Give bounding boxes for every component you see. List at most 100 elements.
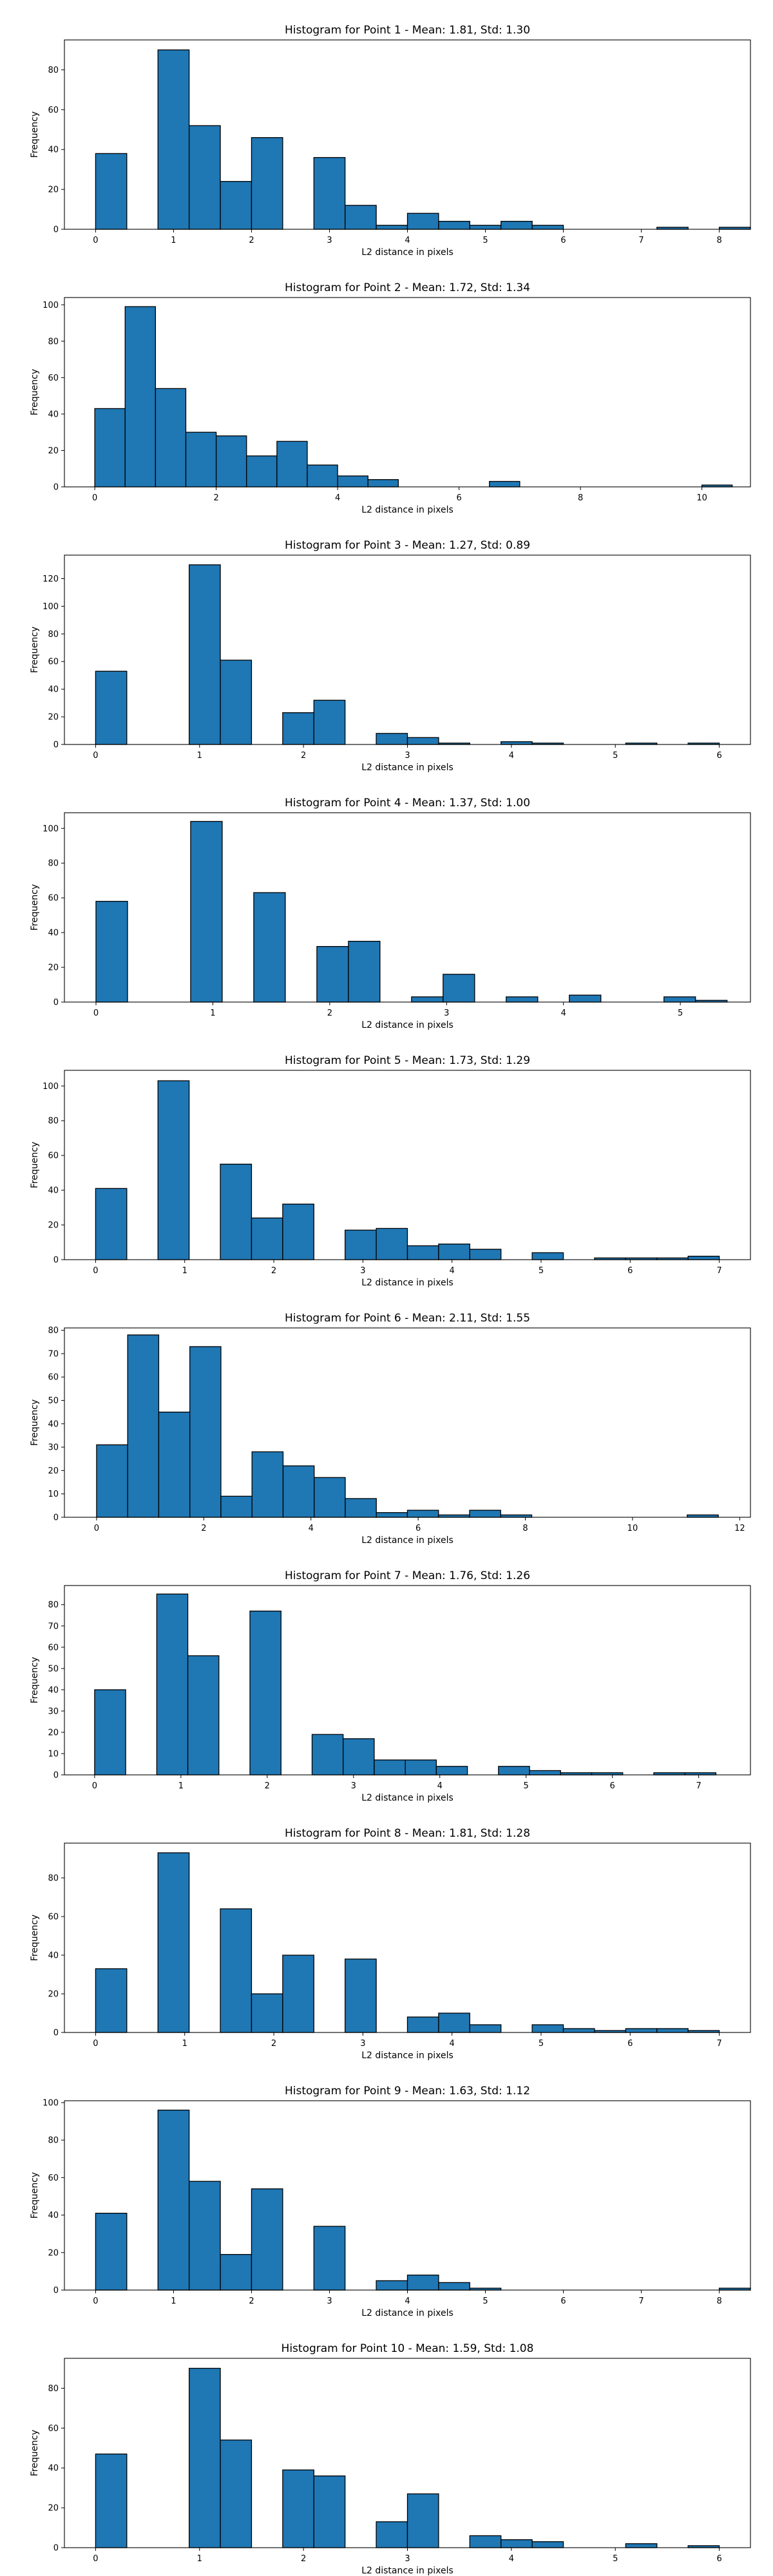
histogram-bar [531,225,564,230]
histogram-panel-9: Histogram for Point 9 - Mean: 1.63, Std:… [30,2085,751,2318]
y-tick-label: 30 [48,1443,59,1453]
y-axis-label: Frequency [30,1399,40,1446]
y-axis-label: Frequency [30,111,40,158]
histogram-bar [220,1164,253,1260]
x-axis-label: L2 distance in pixels [361,505,453,515]
histogram-bar [251,2188,283,2291]
histogram-bar [348,940,381,1003]
axes-frame [64,1585,751,1776]
x-tick-label: 6 [610,1781,615,1791]
y-tick-label: 20 [48,963,59,973]
histogram-bar [95,2213,128,2291]
x-tick-label: 0 [92,1781,97,1791]
histogram-bar [411,996,444,1003]
y-tick-label: 20 [48,2248,59,2258]
y-tick-label: 50 [48,1664,59,1674]
histogram-bar [95,1968,128,2033]
x-tick-label: 2 [249,236,254,245]
chart-title: Histogram for Point 10 - Mean: 1.59, Std… [282,2342,534,2355]
y-axis-label: Frequency [30,627,40,673]
histogram-panel-1: Histogram for Point 1 - Mean: 1.81, Std:… [30,24,751,258]
y-tick-label: 40 [48,929,59,938]
histogram-bar [345,1498,377,1518]
y-tick-label: 0 [53,2286,59,2296]
x-tick-label: 0 [93,2297,98,2306]
y-tick-label: 50 [48,1396,59,1406]
histogram-bar [376,1227,408,1260]
x-tick-label: 5 [613,751,618,761]
x-tick-label: 4 [309,1524,314,1533]
chart-title: Histogram for Point 3 - Mean: 1.27, Std:… [285,539,530,552]
y-tick-label: 40 [48,1186,59,1196]
histogram-bar [249,1610,282,1776]
histogram-bar [345,1958,377,2033]
histogram-bar [282,2469,314,2548]
y-tick-label: 40 [48,410,59,419]
histogram-bar [531,2024,564,2033]
x-tick-label: 4 [437,1781,443,1791]
y-axis-label: Frequency [30,2172,40,2219]
x-tick-label: 1 [178,1781,184,1791]
histogram-panel-8: Histogram for Point 8 - Mean: 1.81, Std:… [30,1827,751,2061]
histogram-bar [94,408,126,488]
x-tick-label: 1 [210,1009,215,1018]
histogram-bar [435,1766,468,1776]
y-tick-label: 10 [48,1749,59,1759]
histogram-bar [157,49,190,230]
histogram-bar [190,820,223,1003]
y-tick-label: 60 [48,1643,59,1653]
histogram-panel-6: Histogram for Point 6 - Mean: 2.11, Std:… [30,1312,751,1546]
y-tick-label: 80 [48,1326,59,1336]
histogram-bar [95,670,128,745]
y-tick-label: 0 [53,225,59,235]
x-tick-label: 5 [482,2297,488,2306]
y-tick-label: 0 [53,1771,59,1781]
histogram-bar [313,156,346,230]
histogram-bar [95,153,128,230]
histogram-bar [282,712,314,745]
histogram-bar [220,181,253,230]
y-tick-label: 0 [53,1513,59,1523]
y-tick-label: 80 [48,630,59,639]
y-axis-label: Frequency [30,1915,40,1961]
x-axis-label: L2 distance in pixels [361,2566,453,2576]
x-tick-label: 0 [93,1009,99,1018]
x-tick-label: 2 [327,1009,332,1018]
histogram-bar [95,2453,128,2548]
x-tick-label: 5 [678,1009,683,1018]
histogram-bar [313,2475,346,2548]
y-tick-label: 20 [48,2504,59,2514]
histogram-bar [251,137,283,230]
y-axis-label: Frequency [30,1657,40,1703]
x-tick-label: 1 [171,2297,176,2306]
histogram-bar [188,564,221,745]
histogram-bar [124,306,157,488]
x-tick-label: 4 [509,2554,514,2564]
histogram-bar [251,1451,284,1518]
histogram-bar [220,1495,253,1518]
histogram-bar [187,1655,220,1776]
y-tick-label: 40 [48,2464,59,2474]
histogram-bar [406,1245,439,1260]
histogram-bar [376,225,408,230]
x-tick-label: 12 [734,1524,745,1533]
histogram-panel-10: Histogram for Point 10 - Mean: 1.59, Std… [30,2342,751,2576]
y-tick-label: 70 [48,1349,59,1359]
histogram-bar [687,1255,720,1260]
histogram-bar [529,1770,561,1776]
histogram-panel-3: Histogram for Point 3 - Mean: 1.27, Std:… [30,539,751,773]
histogram-bar [562,2028,595,2033]
chart-title: Histogram for Point 6 - Mean: 2.11, Std:… [285,1312,530,1325]
x-tick-label: 10 [627,1524,638,1533]
y-tick-label: 80 [48,66,59,75]
x-tick-label: 3 [444,1009,449,1018]
y-tick-label: 60 [48,1913,59,1922]
y-tick-label: 60 [48,1151,59,1161]
x-tick-label: 7 [696,1781,701,1791]
histogram-bar [438,1244,470,1260]
histogram-bar [406,213,439,230]
histogram-bar [443,974,475,1003]
histogram-bar [345,1229,377,1260]
y-tick-label: 60 [48,106,59,115]
